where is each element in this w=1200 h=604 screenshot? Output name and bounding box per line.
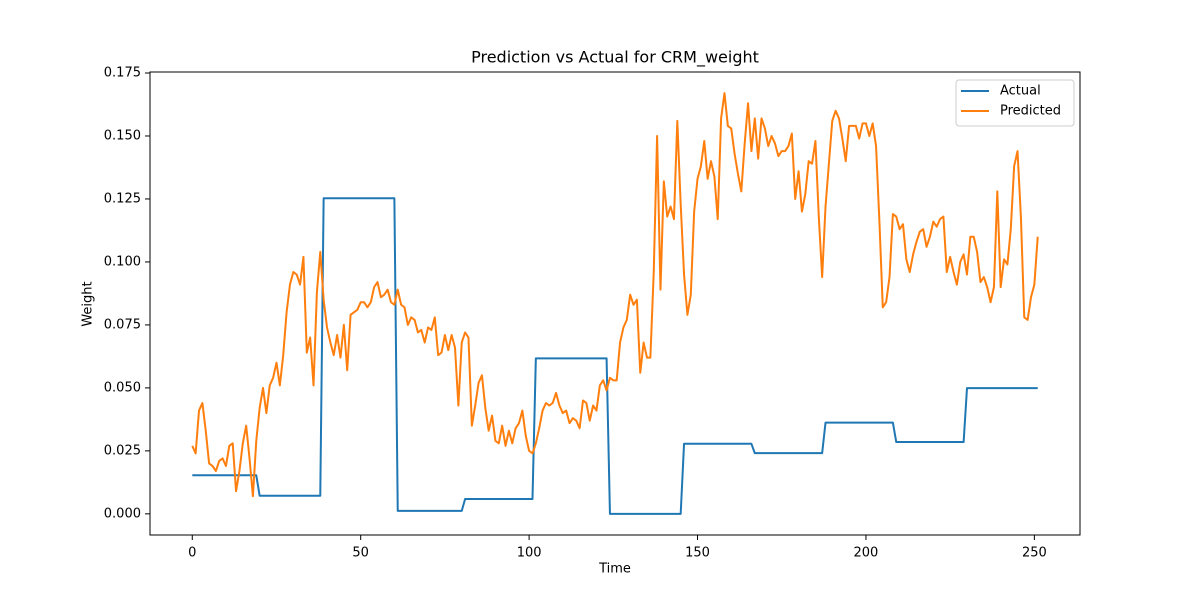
x-tick-label: 100	[517, 546, 542, 561]
y-tick-label: 0.025	[104, 443, 141, 458]
x-axis-label: Time	[598, 562, 631, 577]
data-line	[192, 197, 1038, 515]
x-tick-label: 150	[685, 546, 710, 561]
x-tick-label: 0	[188, 546, 196, 561]
data-line	[191, 92, 1039, 498]
legend-label: Predicted	[1000, 104, 1061, 119]
plot-frame	[149, 71, 1081, 536]
x-tick-label: 200	[854, 546, 879, 561]
chart-title: Prediction vs Actual for CRM_weight	[471, 48, 759, 68]
y-tick-label: 0.125	[104, 191, 141, 206]
x-tick-label: 50	[352, 546, 369, 561]
legend-label: Actual	[1000, 84, 1041, 99]
y-tick-label: 0.075	[104, 317, 141, 332]
y-axis-label: Weight	[81, 281, 96, 326]
x-tick-label: 250	[1022, 546, 1047, 561]
y-tick-label: 0.000	[104, 506, 141, 521]
y-tick-label: 0.150	[104, 128, 141, 143]
y-tick-label: 0.100	[104, 254, 141, 269]
y-tick-label: 0.050	[104, 380, 141, 395]
y-tick-label: 0.175	[104, 66, 141, 81]
